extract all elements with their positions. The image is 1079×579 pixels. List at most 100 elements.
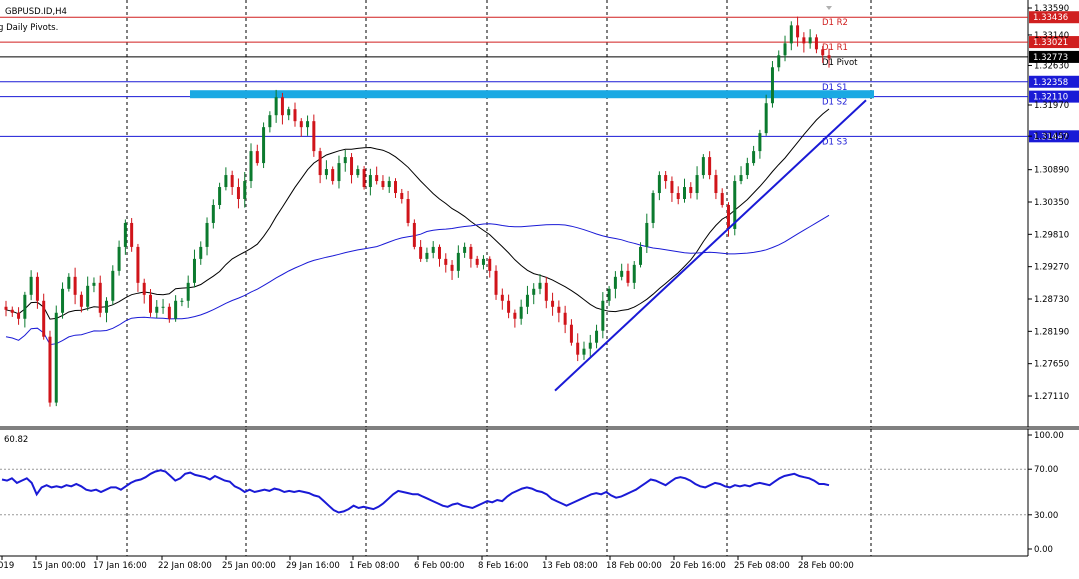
price-tick-label: 1.32630	[1034, 61, 1069, 71]
time-tick-label: 019	[0, 561, 14, 571]
candle-body	[17, 312, 21, 319]
candle-body	[733, 181, 737, 229]
pivot-price-label: 1.32110	[1033, 93, 1068, 103]
candle-body	[469, 246, 473, 259]
time-tick-label: 15 Jan 00:00	[32, 561, 86, 571]
pivot-price-tag	[1029, 11, 1079, 24]
time-tick-label: 22 Jan 08:00	[158, 561, 212, 571]
candle-body	[475, 258, 479, 265]
candle-body	[318, 151, 322, 176]
candle-body	[569, 324, 573, 343]
candle-body	[726, 204, 730, 229]
chart-shift-marker-icon[interactable]	[826, 6, 832, 10]
price-tick-label: 1.29810	[1034, 230, 1069, 240]
candle-body	[255, 151, 259, 164]
candle-body	[54, 312, 58, 403]
candle-body	[827, 55, 831, 59]
candle-body	[224, 175, 228, 188]
candle-body	[400, 193, 404, 200]
price-tick-label: 1.27110	[1034, 392, 1069, 402]
time-axis: 019 15 Jan 00:00 17 Jan 16:00 22 Jan 08:00 2…	[0, 556, 854, 571]
time-tick-label: 25 Feb 08:00	[734, 561, 790, 571]
vertical-gridlines	[126, 0, 872, 556]
candle-body	[362, 169, 366, 188]
candle-body	[676, 193, 680, 200]
pivot-label: D1 Pivot	[822, 58, 858, 68]
candle-body	[488, 258, 492, 271]
candle-body	[136, 246, 140, 283]
time-tick-label: 8 Feb 16:00	[478, 561, 528, 571]
rsi-tick-label: 70.00	[1034, 465, 1058, 475]
trendline-segment[interactable]	[554, 99, 867, 392]
candle-body	[61, 288, 65, 313]
pivot-label: D1 S3	[822, 137, 847, 147]
candle-body	[287, 109, 291, 116]
candle-body	[161, 306, 165, 308]
rsi-tick-label: 100.00	[1034, 431, 1064, 441]
candle-body	[324, 169, 328, 176]
candle-body	[375, 175, 379, 182]
candle-body	[387, 181, 391, 188]
candle-body	[236, 187, 240, 200]
price-tick-label: 1.31970	[1034, 101, 1069, 111]
pivot-price-tag	[1029, 50, 1079, 63]
candle-body	[494, 270, 498, 295]
candle-body	[48, 336, 52, 403]
candle-body	[456, 252, 460, 271]
candle-body	[758, 133, 762, 152]
candle-body	[192, 258, 196, 283]
time-tick-label: 6 Feb 00:00	[414, 561, 464, 571]
price-tick-label: 1.28730	[1034, 295, 1069, 305]
pivot-price-label: 1.31447	[1033, 132, 1068, 142]
candle-body	[481, 258, 485, 265]
candle-body	[79, 294, 83, 307]
candle-body	[306, 121, 310, 128]
candle-body	[777, 55, 781, 68]
support-zone[interactable]	[190, 90, 874, 99]
candle-body	[73, 276, 77, 295]
candle-body	[205, 222, 209, 247]
candle-body	[167, 306, 171, 319]
price-tick-label: 1.33590	[1034, 4, 1069, 14]
pivot-price-label: 1.33021	[1033, 38, 1068, 48]
candle-body	[557, 306, 561, 313]
candle-body	[186, 282, 190, 301]
candle-body	[463, 246, 467, 253]
time-tick-label: 20 Feb 16:00	[670, 561, 726, 571]
candle-body	[299, 121, 303, 128]
candle-body	[343, 157, 347, 164]
candles	[4, 16, 831, 407]
candle-body	[381, 181, 385, 188]
candle-body	[211, 204, 215, 223]
candle-body	[431, 246, 435, 253]
pivot-label: D1 R2	[822, 18, 848, 28]
candle-body	[123, 222, 127, 247]
time-tick-label: 13 Feb 08:00	[542, 561, 598, 571]
candle-body	[802, 37, 806, 44]
pivot-price-tag	[1029, 36, 1079, 49]
rsi-tick-label: 0.00	[1034, 545, 1053, 555]
candle-body	[450, 264, 454, 271]
candle-body	[620, 270, 624, 277]
candle-body	[513, 312, 517, 319]
candle-body	[639, 246, 643, 265]
candle-body	[588, 342, 592, 349]
time-tick-label: 17 Jan 16:00	[93, 561, 147, 571]
pivot-price-label: 1.33436	[1033, 13, 1068, 23]
candle-body	[98, 282, 102, 313]
candle-body	[142, 282, 146, 295]
trendline[interactable]	[554, 99, 867, 392]
candle-body	[356, 169, 360, 176]
support-zone-rect[interactable]	[190, 90, 874, 99]
price-tick-label: 1.27650	[1034, 360, 1069, 370]
candle-body	[337, 163, 341, 182]
time-tick-label: 18 Feb 00:00	[606, 561, 662, 571]
candle-body	[312, 121, 316, 152]
candle-body	[331, 169, 335, 182]
candle-body	[582, 348, 586, 355]
candle-body	[689, 187, 693, 194]
candle-body	[406, 199, 410, 223]
candle-body	[783, 43, 787, 56]
